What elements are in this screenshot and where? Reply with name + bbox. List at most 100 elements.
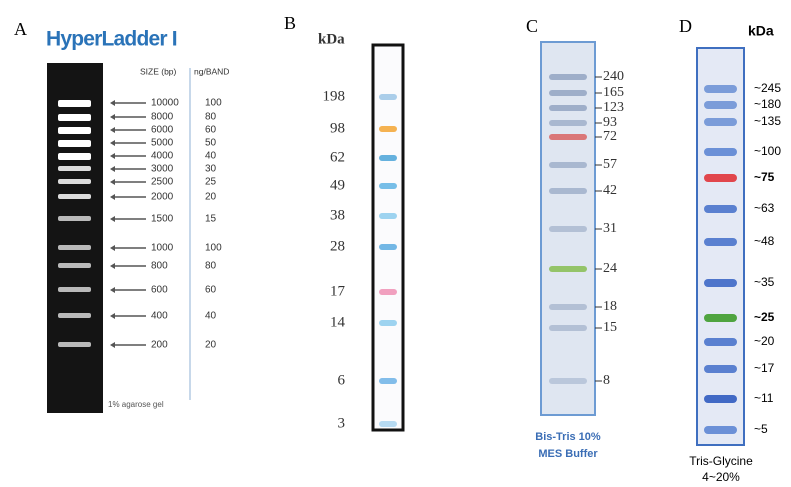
band: [379, 183, 397, 189]
gel-band: [58, 263, 91, 268]
band: [704, 101, 737, 109]
band: [379, 421, 397, 427]
band: [549, 90, 587, 96]
gel-band: [58, 245, 91, 250]
band: [549, 74, 587, 80]
band-label: 3: [338, 415, 346, 431]
gel-band: [58, 166, 91, 171]
band-label: ~180: [754, 97, 781, 111]
arrow-head: [110, 313, 115, 319]
band: [379, 289, 397, 295]
band-label: ~48: [754, 234, 775, 248]
band-amount: 50: [205, 138, 217, 149]
band: [549, 188, 587, 194]
unit-label: kDa: [318, 31, 345, 47]
arrow-head: [110, 342, 115, 348]
gel-band: [58, 313, 91, 318]
band-label: 49: [330, 177, 345, 193]
panel-letter: B: [284, 13, 296, 33]
band-label: 15: [603, 320, 617, 335]
gel-band: [58, 216, 91, 221]
arrow-head: [110, 166, 115, 172]
band-label: 72: [603, 129, 617, 144]
gel-band: [58, 153, 91, 160]
band-label: ~135: [754, 114, 781, 128]
band-label: 28: [330, 238, 345, 254]
gel-band: [58, 287, 91, 292]
column-header: SIZE (bp): [140, 66, 177, 76]
caption: Tris-Glycine: [689, 454, 753, 468]
band: [704, 365, 737, 373]
gel-band: [58, 100, 91, 107]
band: [704, 426, 737, 434]
panel-letter: D: [679, 16, 692, 36]
band: [549, 120, 587, 126]
band-size: 3000: [151, 164, 174, 175]
gel-band: [58, 127, 91, 134]
band-size: 800: [151, 261, 168, 272]
band-size: 600: [151, 285, 168, 296]
band: [549, 134, 587, 140]
band-amount: 80: [205, 112, 217, 123]
band: [549, 325, 587, 331]
band-label: 17: [330, 283, 346, 299]
band-label: ~245: [754, 81, 781, 95]
band-label: 198: [323, 88, 346, 104]
arrow-head: [110, 179, 115, 185]
band-size: 2000: [151, 192, 174, 203]
band-label: ~5: [754, 422, 768, 436]
band-amount: 15: [205, 214, 217, 225]
band: [704, 118, 737, 126]
gel-band: [58, 194, 91, 199]
band-amount: 100: [205, 243, 222, 254]
band-amount: 60: [205, 125, 217, 136]
band: [704, 314, 737, 322]
band: [379, 320, 397, 326]
band-label: 123: [603, 100, 624, 115]
band: [549, 226, 587, 232]
band-label: 57: [603, 157, 617, 172]
column-header: ng/BAND: [194, 66, 229, 76]
band-amount: 100: [205, 98, 222, 109]
arrow-head: [110, 216, 115, 222]
band-amount: 30: [205, 164, 217, 175]
band-label: ~20: [754, 334, 775, 348]
arrow-head: [110, 153, 115, 159]
band: [379, 244, 397, 250]
panel-title: HyperLadder I: [46, 28, 177, 51]
caption: Bis-Tris 10%: [535, 431, 601, 443]
band-label: 6: [338, 372, 346, 388]
band-size: 10000: [151, 98, 179, 109]
caption: MES Buffer: [538, 448, 598, 460]
arrow-head: [110, 194, 115, 200]
band-label: 42: [603, 183, 617, 198]
caption: 4~20%: [702, 470, 740, 484]
band-label: 14: [330, 314, 346, 330]
band-label: 98: [330, 120, 345, 136]
band: [704, 238, 737, 246]
gel-band: [58, 179, 91, 184]
band: [549, 266, 587, 272]
band-label: 165: [603, 85, 624, 100]
band-label: 93: [603, 115, 617, 130]
arrow-head: [110, 245, 115, 251]
band-amount: 20: [205, 340, 217, 351]
band: [704, 395, 737, 403]
band-label: 18: [603, 299, 617, 314]
band-size: 6000: [151, 125, 174, 136]
arrow-head: [110, 114, 115, 120]
band-size: 1500: [151, 214, 174, 225]
band-size: 200: [151, 340, 168, 351]
band-label: 31: [603, 221, 617, 236]
band-size: 1000: [151, 243, 174, 254]
arrow-head: [110, 263, 115, 269]
band-label: ~75: [754, 170, 775, 184]
band: [379, 94, 397, 100]
band-amount: 40: [205, 311, 217, 322]
band-label: 62: [330, 149, 345, 165]
band-size: 400: [151, 311, 168, 322]
band: [379, 378, 397, 384]
band: [379, 126, 397, 132]
arrow-head: [110, 127, 115, 133]
band-size: 5000: [151, 138, 174, 149]
